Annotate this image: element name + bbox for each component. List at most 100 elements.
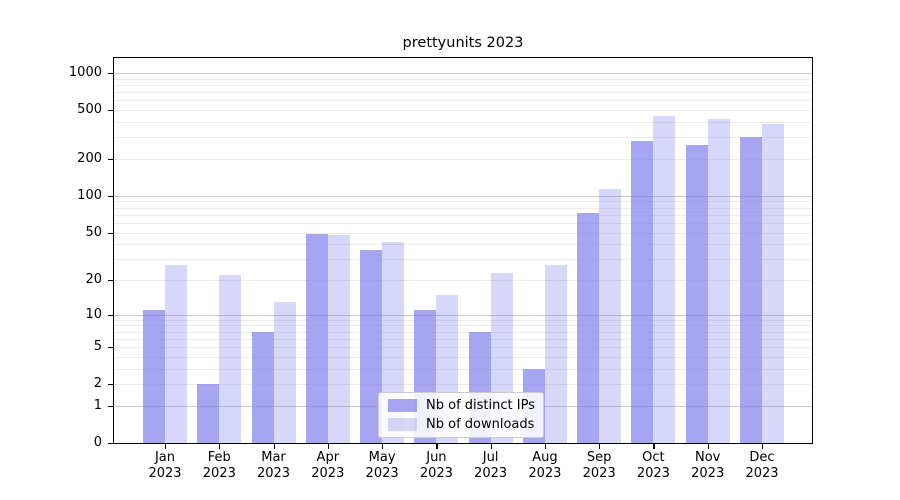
x-tick-month: Oct (642, 450, 665, 465)
x-tick-label: Apr 2023 (296, 450, 360, 482)
x-tick-mark (707, 444, 709, 449)
x-tick-mark (762, 444, 764, 449)
major-gridline (114, 195, 812, 197)
y-tick-label: 0 (93, 435, 102, 450)
x-tick-month: Jul (482, 450, 499, 465)
bar-downloads (707, 118, 730, 443)
legend-item-downloads: Nb of downloads (379, 417, 543, 432)
minor-gridline (114, 207, 812, 209)
x-tick-year: 2023 (148, 466, 182, 481)
x-tick-label: Feb 2023 (187, 450, 251, 482)
major-gridline (114, 314, 812, 316)
minor-gridline (114, 100, 812, 102)
legend-swatch-distinct-ips (388, 399, 417, 412)
x-tick-mark (382, 444, 384, 449)
y-tick-mark (108, 280, 114, 282)
bar-downloads (762, 124, 784, 443)
x-tick-year: 2023 (528, 466, 562, 481)
minor-gridline (114, 331, 812, 333)
x-tick-label: Nov 2023 (676, 450, 740, 482)
minor-gridline (114, 222, 812, 224)
y-tick-label: 200 (77, 151, 102, 166)
minor-gridline (114, 347, 812, 349)
y-tick-mark (108, 347, 114, 349)
bar-downloads (165, 264, 187, 443)
x-tick-label: Mar 2023 (242, 450, 306, 482)
bar-distinct-ips (577, 212, 600, 443)
bar-distinct-ips (631, 140, 654, 443)
y-tick-label: 5 (93, 339, 102, 355)
minor-gridline (114, 325, 812, 327)
bar-downloads (653, 116, 676, 443)
y-tick-mark (108, 384, 114, 386)
bar-distinct-ips (685, 144, 708, 443)
minor-gridline (114, 356, 812, 358)
legend: Nb of distinct IPs Nb of downloads (378, 392, 544, 438)
y-tick-label: 20 (85, 272, 102, 287)
x-tick-month: Sep (586, 450, 612, 465)
legend-label-downloads: Nb of downloads (426, 417, 535, 432)
x-tick-year: 2023 (256, 466, 291, 481)
minor-gridline (114, 338, 812, 340)
minor-gridline (114, 159, 812, 160)
x-tick-month: Jan (154, 450, 176, 465)
bar-downloads (327, 234, 350, 443)
bar-downloads (544, 264, 567, 443)
x-tick-year: 2023 (636, 466, 670, 481)
x-tick-year: 2023 (474, 466, 508, 481)
y-tick-mark (108, 443, 114, 445)
x-tick-mark (544, 444, 547, 449)
x-tick-mark (436, 444, 438, 449)
x-tick-month: Aug (532, 450, 558, 465)
x-tick-label: Dec 2023 (730, 450, 794, 482)
x-tick-label: Jul 2023 (459, 450, 523, 482)
minor-gridline (114, 384, 812, 386)
y-tick-label: 100 (77, 187, 102, 203)
x-tick-label: Aug 2023 (513, 450, 577, 482)
bar-distinct-ips (305, 233, 328, 443)
x-tick-mark (653, 444, 655, 449)
x-tick-year: 2023 (745, 466, 779, 481)
y-tick-label: 50 (85, 224, 102, 240)
x-tick-year: 2023 (691, 466, 725, 481)
x-tick-year: 2023 (311, 466, 345, 481)
minor-gridline (114, 319, 812, 321)
x-tick-year: 2023 (202, 466, 236, 481)
x-tick-mark (490, 444, 492, 449)
y-tick-mark (108, 405, 114, 408)
x-tick-mark (273, 444, 275, 449)
major-gridline (114, 73, 812, 74)
bar-distinct-ips (197, 384, 220, 443)
minor-gridline (114, 122, 812, 123)
minor-gridline (114, 78, 812, 80)
x-tick-year: 2023 (582, 466, 616, 481)
y-tick-label: 1000 (68, 65, 102, 80)
x-tick-month: Feb (207, 450, 231, 465)
y-tick-mark (108, 159, 114, 161)
y-tick-mark (108, 73, 114, 75)
bar-downloads (599, 189, 622, 443)
y-tick-label: 1 (93, 397, 102, 413)
y-tick-label: 500 (77, 102, 102, 118)
y-tick-label: 10 (85, 306, 102, 322)
y-tick-mark (108, 110, 114, 112)
y-tick-mark (108, 195, 114, 198)
bar-distinct-ips (360, 249, 383, 443)
x-tick-mark (327, 444, 329, 449)
x-tick-month: Apr (316, 450, 340, 465)
x-tick-mark (599, 444, 601, 449)
minor-gridline (114, 259, 812, 261)
bar-distinct-ips (740, 137, 762, 443)
x-tick-label: Jun 2023 (404, 450, 468, 482)
x-tick-label: Sep 2023 (567, 450, 631, 482)
x-tick-mark (165, 444, 167, 449)
x-tick-label: May 2023 (350, 450, 414, 482)
x-tick-mark (219, 444, 221, 449)
y-tick-mark (108, 314, 114, 316)
x-tick-label: Oct 2023 (621, 450, 685, 482)
chart-title: prettyunits 2023 (402, 35, 524, 51)
x-tick-year: 2023 (365, 466, 399, 481)
x-tick-month: Nov (695, 450, 721, 465)
x-tick-month: Mar (261, 450, 286, 465)
